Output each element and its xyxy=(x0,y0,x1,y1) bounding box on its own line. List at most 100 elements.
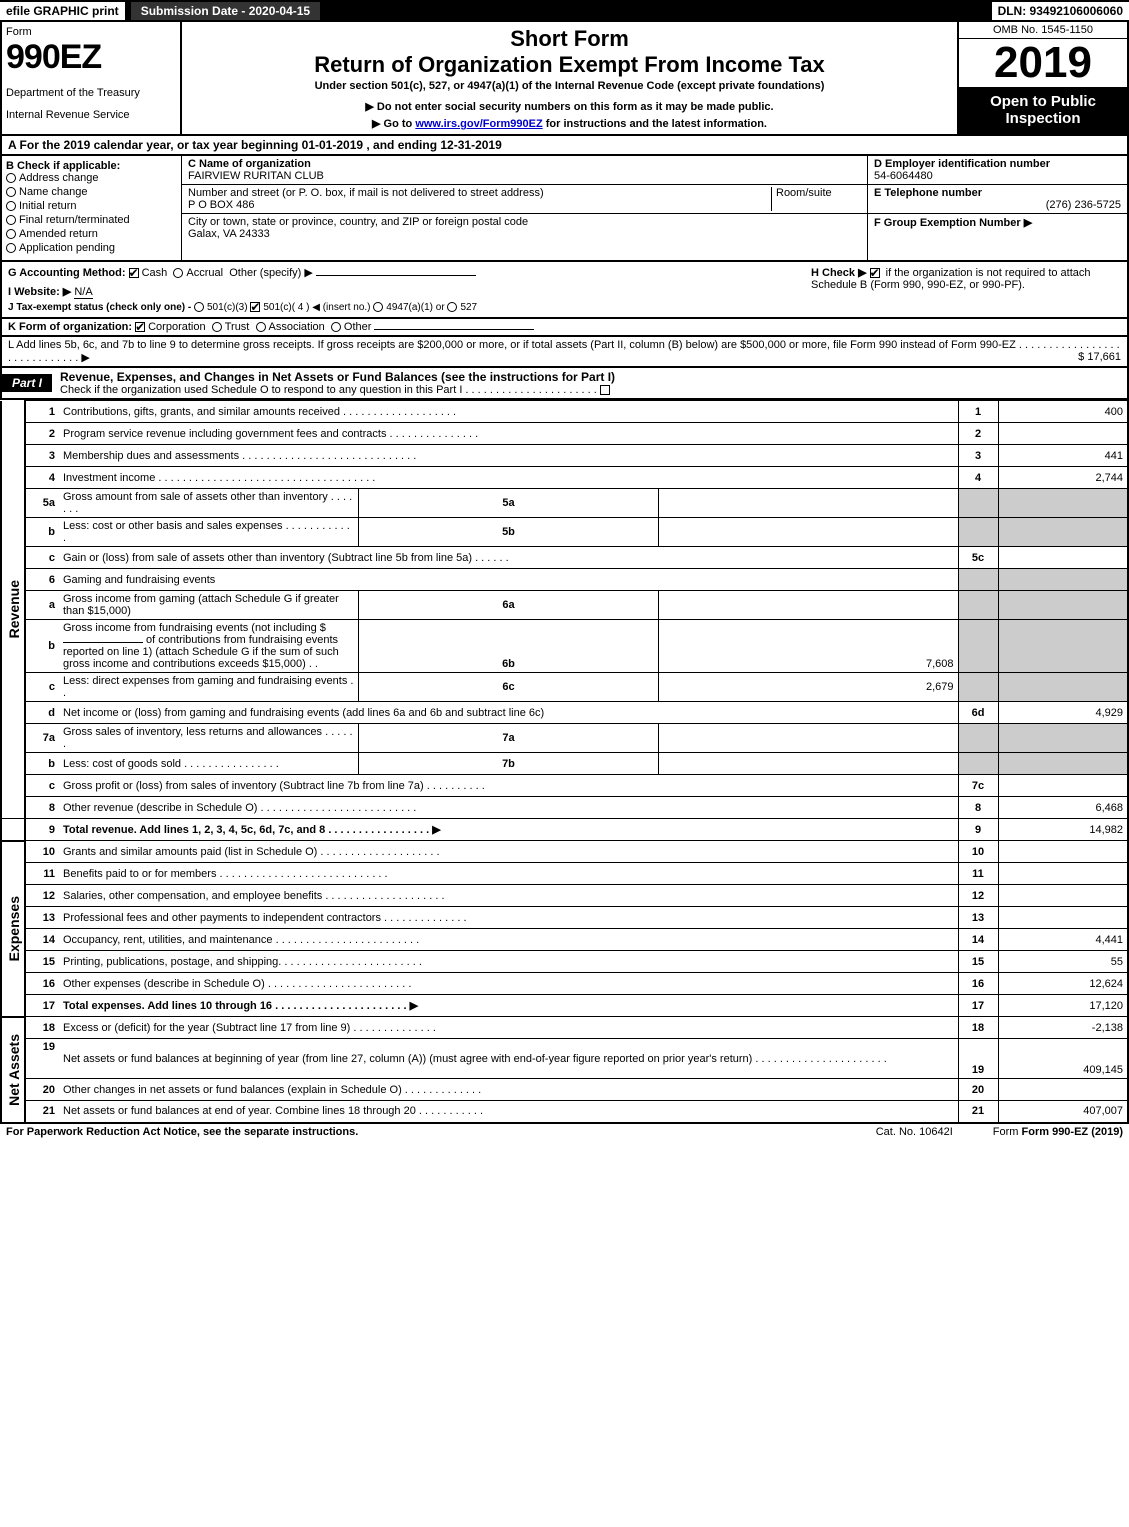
chk-schedule-o[interactable] xyxy=(600,385,610,395)
desc-15: Printing, publications, postage, and shi… xyxy=(59,951,958,973)
ln-9: 9 xyxy=(25,819,59,841)
h-label: H Check ▶ xyxy=(811,267,867,279)
line-j: J Tax-exempt status (check only one) - 5… xyxy=(8,302,811,313)
omb-number: OMB No. 1545-1150 xyxy=(959,22,1127,39)
chk-name-change[interactable]: Name change xyxy=(6,186,177,198)
chk-schedule-b[interactable] xyxy=(870,268,880,278)
num-16: 16 xyxy=(958,973,998,995)
dln-label: DLN: 93492106006060 xyxy=(992,2,1129,20)
pra-notice: For Paperwork Reduction Act Notice, see … xyxy=(6,1126,876,1138)
num-9: 9 xyxy=(958,819,998,841)
ln-16: 16 xyxy=(25,973,59,995)
chk-association[interactable] xyxy=(256,322,266,332)
do-not-ssn: ▶ Do not enter social security numbers o… xyxy=(190,100,949,113)
street: P O BOX 486 xyxy=(188,199,254,211)
line-l: L Add lines 5b, 6c, and 7b to line 9 to … xyxy=(0,337,1129,368)
ln-6a: a xyxy=(25,591,59,620)
chk-address-change[interactable]: Address change xyxy=(6,172,177,184)
desc-7c: Gross profit or (loss) from sales of inv… xyxy=(59,775,958,797)
ln-4: 4 xyxy=(25,467,59,489)
amt-16: 12,624 xyxy=(998,973,1128,995)
ln-18: 18 xyxy=(25,1017,59,1039)
form-word: Form xyxy=(6,26,176,38)
num-20: 20 xyxy=(958,1079,998,1101)
amt-12 xyxy=(998,885,1128,907)
sval-6a xyxy=(658,591,958,620)
desc-2: Program service revenue including govern… xyxy=(59,423,958,445)
chk-application-pending[interactable]: Application pending xyxy=(6,242,177,254)
efile-label[interactable]: efile GRAPHIC print xyxy=(0,2,125,20)
desc-12: Salaries, other compensation, and employ… xyxy=(59,885,958,907)
chk-527[interactable] xyxy=(447,302,457,312)
ln-13: 13 xyxy=(25,907,59,929)
ln-6c: c xyxy=(25,673,59,702)
chk-trust[interactable] xyxy=(212,322,222,332)
chk-amended-return[interactable]: Amended return xyxy=(6,228,177,240)
num-18: 18 xyxy=(958,1017,998,1039)
goto-pre: ▶ Go to xyxy=(372,118,415,130)
num-6d: 6d xyxy=(958,702,998,724)
addr-label: Number and street (or P. O. box, if mail… xyxy=(188,187,544,199)
desc-11: Benefits paid to or for members . . . . … xyxy=(59,863,958,885)
ln-11: 11 xyxy=(25,863,59,885)
desc-21: Net assets or fund balances at end of ye… xyxy=(59,1101,958,1123)
num-21: 21 xyxy=(958,1101,998,1123)
open-public: Open to Public Inspection xyxy=(959,87,1127,134)
desc-13: Professional fees and other payments to … xyxy=(59,907,958,929)
goto-post: for instructions and the latest informat… xyxy=(543,118,767,130)
ln-6d: d xyxy=(25,702,59,724)
num-5c: 5c xyxy=(958,547,998,569)
ln-5c: c xyxy=(25,547,59,569)
amt-14: 4,441 xyxy=(998,929,1128,951)
revenue-side-label: Revenue xyxy=(6,580,20,638)
num-8: 8 xyxy=(958,797,998,819)
ln-5b: b xyxy=(25,518,59,547)
ln-7c: c xyxy=(25,775,59,797)
amt-17: 17,120 xyxy=(998,995,1128,1017)
netassets-side-label: Net Assets xyxy=(6,1034,20,1106)
ln-10: 10 xyxy=(25,841,59,863)
chk-cash[interactable] xyxy=(129,268,139,278)
f-label: F Group Exemption Number ▶ xyxy=(874,217,1032,229)
part1-label: Part I xyxy=(2,374,52,392)
chk-501c[interactable] xyxy=(250,302,260,312)
amt-20 xyxy=(998,1079,1128,1101)
ln-8: 8 xyxy=(25,797,59,819)
part1-header: Part I Revenue, Expenses, and Changes in… xyxy=(0,368,1129,400)
desc-7b: Less: cost of goods sold . . . . . . . .… xyxy=(59,753,359,775)
desc-6d: Net income or (loss) from gaming and fun… xyxy=(59,702,958,724)
amt-21: 407,007 xyxy=(998,1101,1128,1123)
num-14: 14 xyxy=(958,929,998,951)
irs-link[interactable]: www.irs.gov/Form990EZ xyxy=(415,118,542,130)
submission-date: Submission Date - 2020-04-15 xyxy=(131,2,320,20)
chk-other-org[interactable] xyxy=(331,322,341,332)
desc-1: Contributions, gifts, grants, and simila… xyxy=(59,401,958,423)
amt-6d: 4,929 xyxy=(998,702,1128,724)
desc-4: Investment income . . . . . . . . . . . … xyxy=(59,467,958,489)
cat-no: Cat. No. 10642I xyxy=(876,1126,953,1138)
period-line: A For the 2019 calendar year, or tax yea… xyxy=(0,136,1129,156)
chk-corporation[interactable] xyxy=(135,322,145,332)
ln-7b: b xyxy=(25,753,59,775)
part1-title: Revenue, Expenses, and Changes in Net As… xyxy=(52,368,1127,398)
dept-treasury: Department of the Treasury xyxy=(6,87,176,99)
e-label: E Telephone number xyxy=(874,187,982,199)
sval-6b: 7,608 xyxy=(658,620,958,673)
header-left: Form 990EZ Department of the Treasury In… xyxy=(2,22,182,134)
amt-5c xyxy=(998,547,1128,569)
irs-label: Internal Revenue Service xyxy=(6,109,176,121)
chk-501c3[interactable] xyxy=(194,302,204,312)
num-3: 3 xyxy=(958,445,998,467)
chk-final-return[interactable]: Final return/terminated xyxy=(6,214,177,226)
tax-year: 2019 xyxy=(959,39,1127,87)
chk-accrual[interactable] xyxy=(173,268,183,278)
form-footer: Form Form 990-EZ (2019) xyxy=(993,1126,1123,1138)
chk-initial-return[interactable]: Initial return xyxy=(6,200,177,212)
c-label: C Name of organization xyxy=(188,158,311,170)
amt-2 xyxy=(998,423,1128,445)
form-header: Form 990EZ Department of the Treasury In… xyxy=(0,22,1129,136)
ln-5a: 5a xyxy=(25,489,59,518)
chk-4947[interactable] xyxy=(373,302,383,312)
website-value: N/A xyxy=(74,286,92,299)
sval-7a xyxy=(658,724,958,753)
